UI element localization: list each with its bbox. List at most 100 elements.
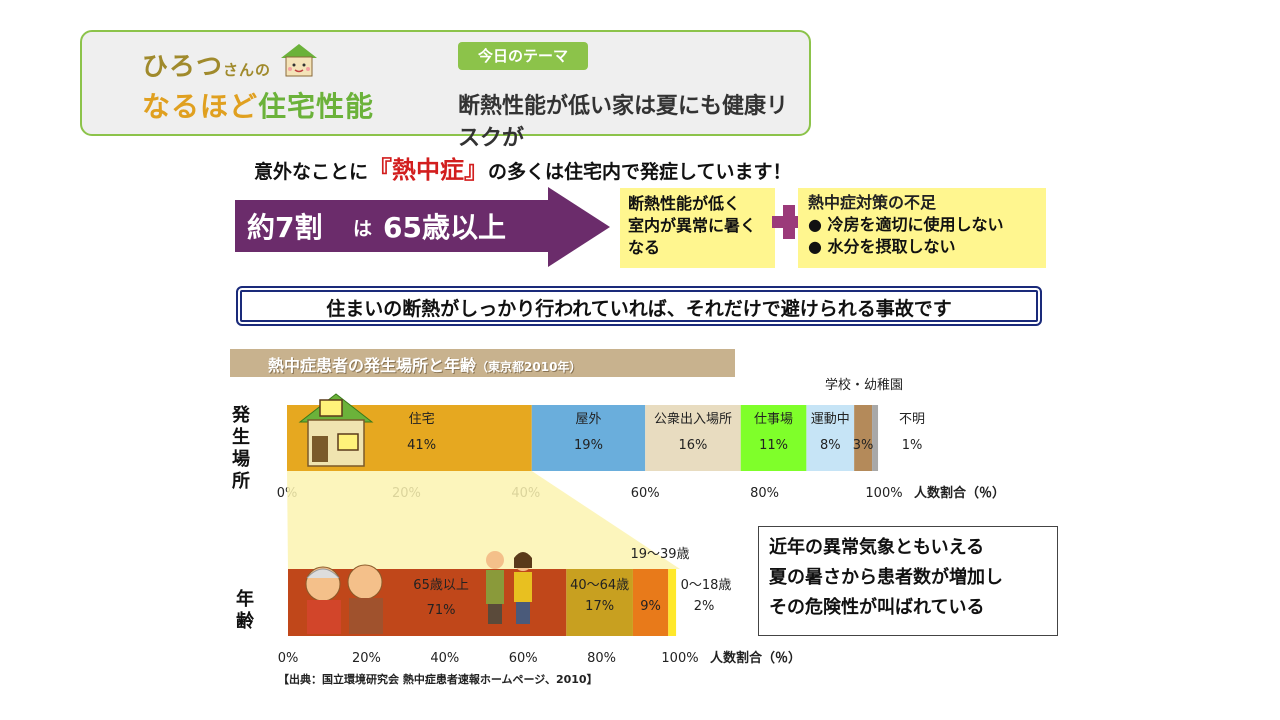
banner-text: 住まいの断熱がしっかり行われていれば、それだけで避けられる事故です — [326, 298, 952, 320]
cause2-bullet-text: 水分を摂取しない — [827, 237, 956, 256]
stat-box: 約7割 は 65歳以上 — [235, 200, 550, 252]
axis-label-y: 年齢 — [236, 588, 255, 632]
elderly-couple-icon — [305, 564, 383, 634]
bar-segment-3 — [645, 405, 741, 471]
bar-name-label: 40～64歳 — [570, 578, 629, 593]
cause2-bullet: ● 水分を摂取しない — [808, 237, 956, 256]
headline-pre: 意外なことに — [254, 161, 369, 183]
bar-segment-5 — [806, 405, 855, 471]
tick-label: 80% — [587, 651, 616, 666]
bar-value-label: 8% — [820, 438, 841, 453]
axis-label-y-char: 生 — [232, 426, 250, 448]
tick-label: 100% — [661, 651, 698, 666]
house-logo-icon — [281, 44, 317, 77]
stat-main: 約7割 — [247, 211, 323, 244]
bar-value-label: 19% — [574, 438, 603, 453]
note-line: 夏の暑さから患者数が増加し — [769, 567, 1003, 588]
location-chart: 発生場所0%20%40%60%80%100%人数割合（％）住宅41%屋外19%公… — [231, 377, 1005, 569]
chart-title-bar: 熱中症患者の発生場所と年齢（東京都2010年） — [230, 349, 735, 377]
brand-part2: さんの — [223, 61, 272, 79]
bar-value-label: 11% — [759, 438, 788, 453]
chart-title-sub: （東京都2010年） — [476, 360, 582, 374]
cause-box-countermeasures: 熱中症対策の不足 ● 冷房を適切に使用しない ● 水分を摂取しない — [798, 188, 1046, 268]
bar-name-label: 住宅 — [409, 412, 435, 427]
house-door — [312, 436, 328, 462]
bar-segment-4 — [740, 405, 807, 471]
plus-icon — [772, 205, 806, 239]
axis-label-x: 人数割合（％） — [914, 485, 1005, 501]
bar-name-label: 公衆出入場所 — [654, 411, 732, 427]
cause1-line: 断熱性能が低く — [628, 194, 741, 213]
theme-badge: 今日のテーマ — [458, 42, 588, 70]
headline-highlight: 『熱中症』 — [368, 156, 489, 184]
bar-value-label: 41% — [407, 438, 436, 453]
bar-name-label: 65歳以上 — [413, 578, 469, 593]
axis-label-y: 発生場所 — [231, 404, 251, 492]
axis-label-y-char: 年 — [236, 588, 254, 610]
axis-label-y-char: 場 — [232, 449, 250, 470]
hair — [306, 568, 340, 579]
headline-post: の多くは住宅内で発症しています！ — [488, 161, 792, 183]
body — [486, 570, 504, 604]
legs — [488, 604, 502, 624]
header-card: ひろつさんの なるほど住宅性能 今日のテーマ 断熱性能が低い家は夏にも健康リスク… — [80, 30, 811, 151]
bar-segment-2 — [531, 405, 646, 471]
stat-particle: は — [353, 218, 373, 240]
bar-value-label: 16% — [679, 438, 708, 453]
bar-segment-2 — [566, 569, 633, 636]
brand-name: ひろつさんの — [142, 46, 271, 83]
annotation-school: 学校・幼稚園 — [825, 377, 903, 393]
arrow-right-icon — [548, 187, 610, 267]
house-window-top — [319, 399, 343, 417]
tick-label: 60% — [631, 486, 660, 501]
cause2-bullet-text: 冷房を適切に使用しない — [827, 215, 1004, 234]
theme-title: 断熱性能が低い家は夏にも健康リスクが — [458, 94, 789, 151]
body — [349, 598, 383, 634]
bar-value-label: 1% — [902, 438, 923, 453]
cause-box-insulation: 断熱性能が低く 室内が異常に暑く なる — [620, 188, 775, 268]
bar-name-label: 0～18歳 — [681, 578, 732, 593]
house-icon — [298, 393, 374, 467]
note-line: 近年の異常気象ともいえる — [769, 537, 985, 558]
brand-line2-b: 住宅性能 — [258, 90, 375, 123]
axis-label-y-char: 齢 — [236, 610, 255, 632]
chart-title-main: 熱中症患者の発生場所と年齢 — [268, 356, 477, 375]
body — [514, 572, 532, 602]
bar-segment-7 — [872, 405, 879, 471]
axis-label-y-char: 所 — [232, 471, 250, 492]
axis-label-x: 人数割合（％） — [710, 650, 801, 666]
bar-segment-6 — [854, 405, 873, 471]
bar-value-label: 9% — [640, 599, 661, 614]
tick-label: 20% — [352, 651, 381, 666]
bar-value-label: 71% — [427, 603, 456, 618]
bar-name-label: 屋外 — [575, 412, 601, 427]
note-line: その危険性が叫ばれている — [769, 597, 985, 618]
axis-label-y-char: 発 — [231, 404, 251, 426]
brand-line2-a: なるほど — [142, 90, 259, 123]
bar-name-label: 仕事場 — [754, 412, 793, 427]
legs — [516, 602, 530, 624]
brand-tagline: なるほど住宅性能 — [142, 85, 374, 125]
tick-label: 60% — [509, 651, 538, 666]
cause2-title: 熱中症対策の不足 — [808, 193, 937, 212]
age-chart: 年齢 0% 20% 40% 60% 80% 100% 人数割合（％） 65歳以上 71% 40～64… — [236, 547, 801, 666]
bar-value-label: 2% — [694, 599, 715, 614]
chart-title: 熱中症患者の発生場所と年齢（東京都2010年） — [268, 352, 581, 376]
note-box: 近年の異常気象ともいえる 夏の暑さから患者数が増加し その危険性が叫ばれている — [758, 526, 1058, 636]
source-citation: 【出典：国立環境研究会 熱中症患者速報ホームページ、2010】 — [278, 673, 598, 686]
cause2-bullet: ● 冷房を適切に使用しない — [808, 215, 1004, 234]
headline: 意外なことに『熱中症』の多くは住宅内で発症しています！ — [254, 150, 791, 185]
bar-name-label: 不明 — [899, 412, 925, 427]
bar-name-label: 運動中 — [811, 412, 850, 427]
hair — [514, 552, 532, 568]
face — [347, 564, 383, 600]
house-window — [337, 433, 359, 451]
zoom-connector — [287, 471, 680, 569]
tick-label: 80% — [750, 486, 779, 501]
tick-label: 40% — [430, 651, 459, 666]
face — [486, 551, 504, 569]
middle-aged-couple-icon — [486, 551, 532, 624]
message-banner: 住まいの断熱がしっかり行われていれば、それだけで避けられる事故です — [236, 286, 1042, 326]
bar-value-label: 3% — [853, 438, 874, 453]
